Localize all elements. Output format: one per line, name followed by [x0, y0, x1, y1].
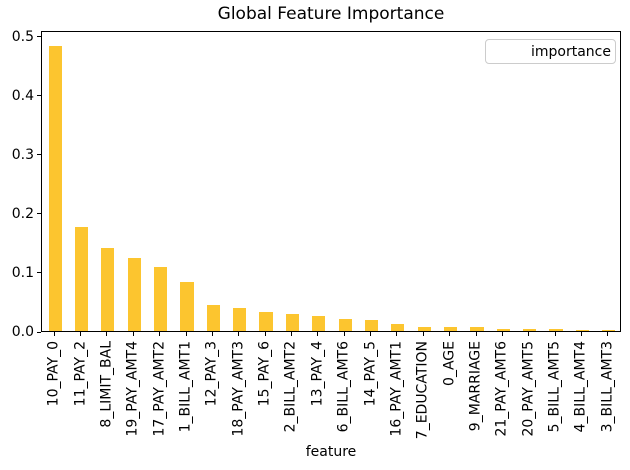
bar — [180, 282, 194, 331]
plot-area — [41, 31, 621, 332]
x-tick-label: 14_PAY_5 — [362, 341, 379, 407]
bar — [285, 314, 300, 331]
x-tick-mark — [185, 332, 187, 336]
x-tick-label: 5_BILL_AMT5 — [546, 341, 563, 433]
bar — [338, 319, 352, 331]
x-tick-mark — [132, 332, 134, 336]
x-tick-label: 21_PAY_AMT6 — [493, 341, 510, 437]
legend: importance — [485, 39, 616, 64]
bar — [206, 305, 220, 331]
x-tick-label: 20_PAY_AMT5 — [520, 341, 537, 437]
x-tick-label: 6_BILL_AMT6 — [335, 341, 352, 433]
x-tick-label: 0_AGE — [441, 341, 458, 386]
bar — [444, 327, 458, 331]
bar — [154, 267, 168, 331]
bar — [259, 312, 273, 331]
x-tick-label: 7_EDUCATION — [414, 341, 431, 440]
y-tick-label: 0.2 — [11, 205, 34, 222]
x-tick-mark — [475, 332, 477, 336]
y-tick-mark — [37, 213, 41, 215]
y-tick-label: 0.4 — [11, 87, 34, 104]
y-tick-mark — [37, 272, 41, 274]
bar — [233, 307, 247, 331]
x-tick-label: 13_PAY_4 — [309, 341, 326, 407]
x-tick-label: 8_LIMIT_BAL — [98, 341, 115, 428]
y-tick-mark — [37, 95, 41, 97]
x-tick-mark — [580, 332, 582, 336]
bar — [312, 315, 326, 331]
x-axis-label: feature — [305, 444, 357, 460]
x-tick-mark — [501, 332, 503, 336]
x-tick-label: 10_PAY_0 — [45, 341, 62, 407]
x-tick-mark — [106, 332, 108, 336]
bar — [575, 330, 590, 331]
x-tick-label: 15_PAY_6 — [256, 341, 273, 407]
bar — [101, 247, 115, 331]
bar — [48, 45, 62, 331]
y-tick-label: 0.3 — [11, 146, 34, 163]
bar — [602, 330, 616, 331]
bar — [74, 226, 89, 331]
bar — [417, 326, 431, 331]
y-tick-mark — [37, 331, 41, 333]
legend-label: importance — [531, 43, 611, 60]
bar — [391, 323, 405, 331]
x-tick-label: 17_PAY_AMT2 — [151, 341, 168, 437]
x-tick-mark — [607, 332, 609, 336]
y-tick-label: 0.5 — [11, 28, 34, 45]
x-tick-label: 4_BILL_AMT4 — [572, 341, 589, 433]
x-tick-label: 9_MARRIAGE — [467, 341, 484, 432]
x-tick-label: 3_BILL_AMT3 — [599, 341, 616, 433]
x-tick-label: 19_PAY_AMT4 — [124, 341, 141, 437]
x-tick-label: 18_PAY_AMT3 — [230, 341, 247, 437]
y-tick-mark — [37, 154, 41, 156]
x-tick-mark — [343, 332, 345, 336]
x-tick-mark — [159, 332, 161, 336]
x-tick-mark — [396, 332, 398, 336]
bar — [364, 320, 379, 331]
x-tick-mark — [290, 332, 292, 336]
bar — [496, 328, 510, 331]
bar — [470, 327, 484, 331]
legend-swatch-importance — [493, 47, 521, 57]
bar — [127, 258, 141, 331]
chart-title: Global Feature Importance — [217, 4, 445, 24]
x-tick-label: 12_PAY_3 — [203, 341, 220, 407]
x-tick-label: 1_BILL_AMT1 — [177, 341, 194, 433]
x-tick-mark — [238, 332, 240, 336]
bar — [523, 328, 537, 331]
x-tick-mark — [264, 332, 266, 336]
x-tick-mark — [317, 332, 319, 336]
x-tick-label: 16_PAY_AMT1 — [388, 341, 405, 437]
x-tick-label: 11_PAY_2 — [72, 341, 89, 407]
x-tick-mark — [422, 332, 424, 336]
x-tick-mark — [53, 332, 55, 336]
x-tick-mark — [449, 332, 451, 336]
x-tick-label: 2_BILL_AMT2 — [282, 341, 299, 433]
bar — [549, 329, 563, 331]
y-tick-label: 0.1 — [11, 264, 34, 281]
x-tick-mark — [370, 332, 372, 336]
y-tick-mark — [37, 36, 41, 38]
y-tick-label: 0.0 — [11, 324, 34, 340]
x-tick-mark — [80, 332, 82, 336]
x-tick-mark — [211, 332, 213, 336]
x-tick-mark — [528, 332, 530, 336]
x-tick-mark — [554, 332, 556, 336]
